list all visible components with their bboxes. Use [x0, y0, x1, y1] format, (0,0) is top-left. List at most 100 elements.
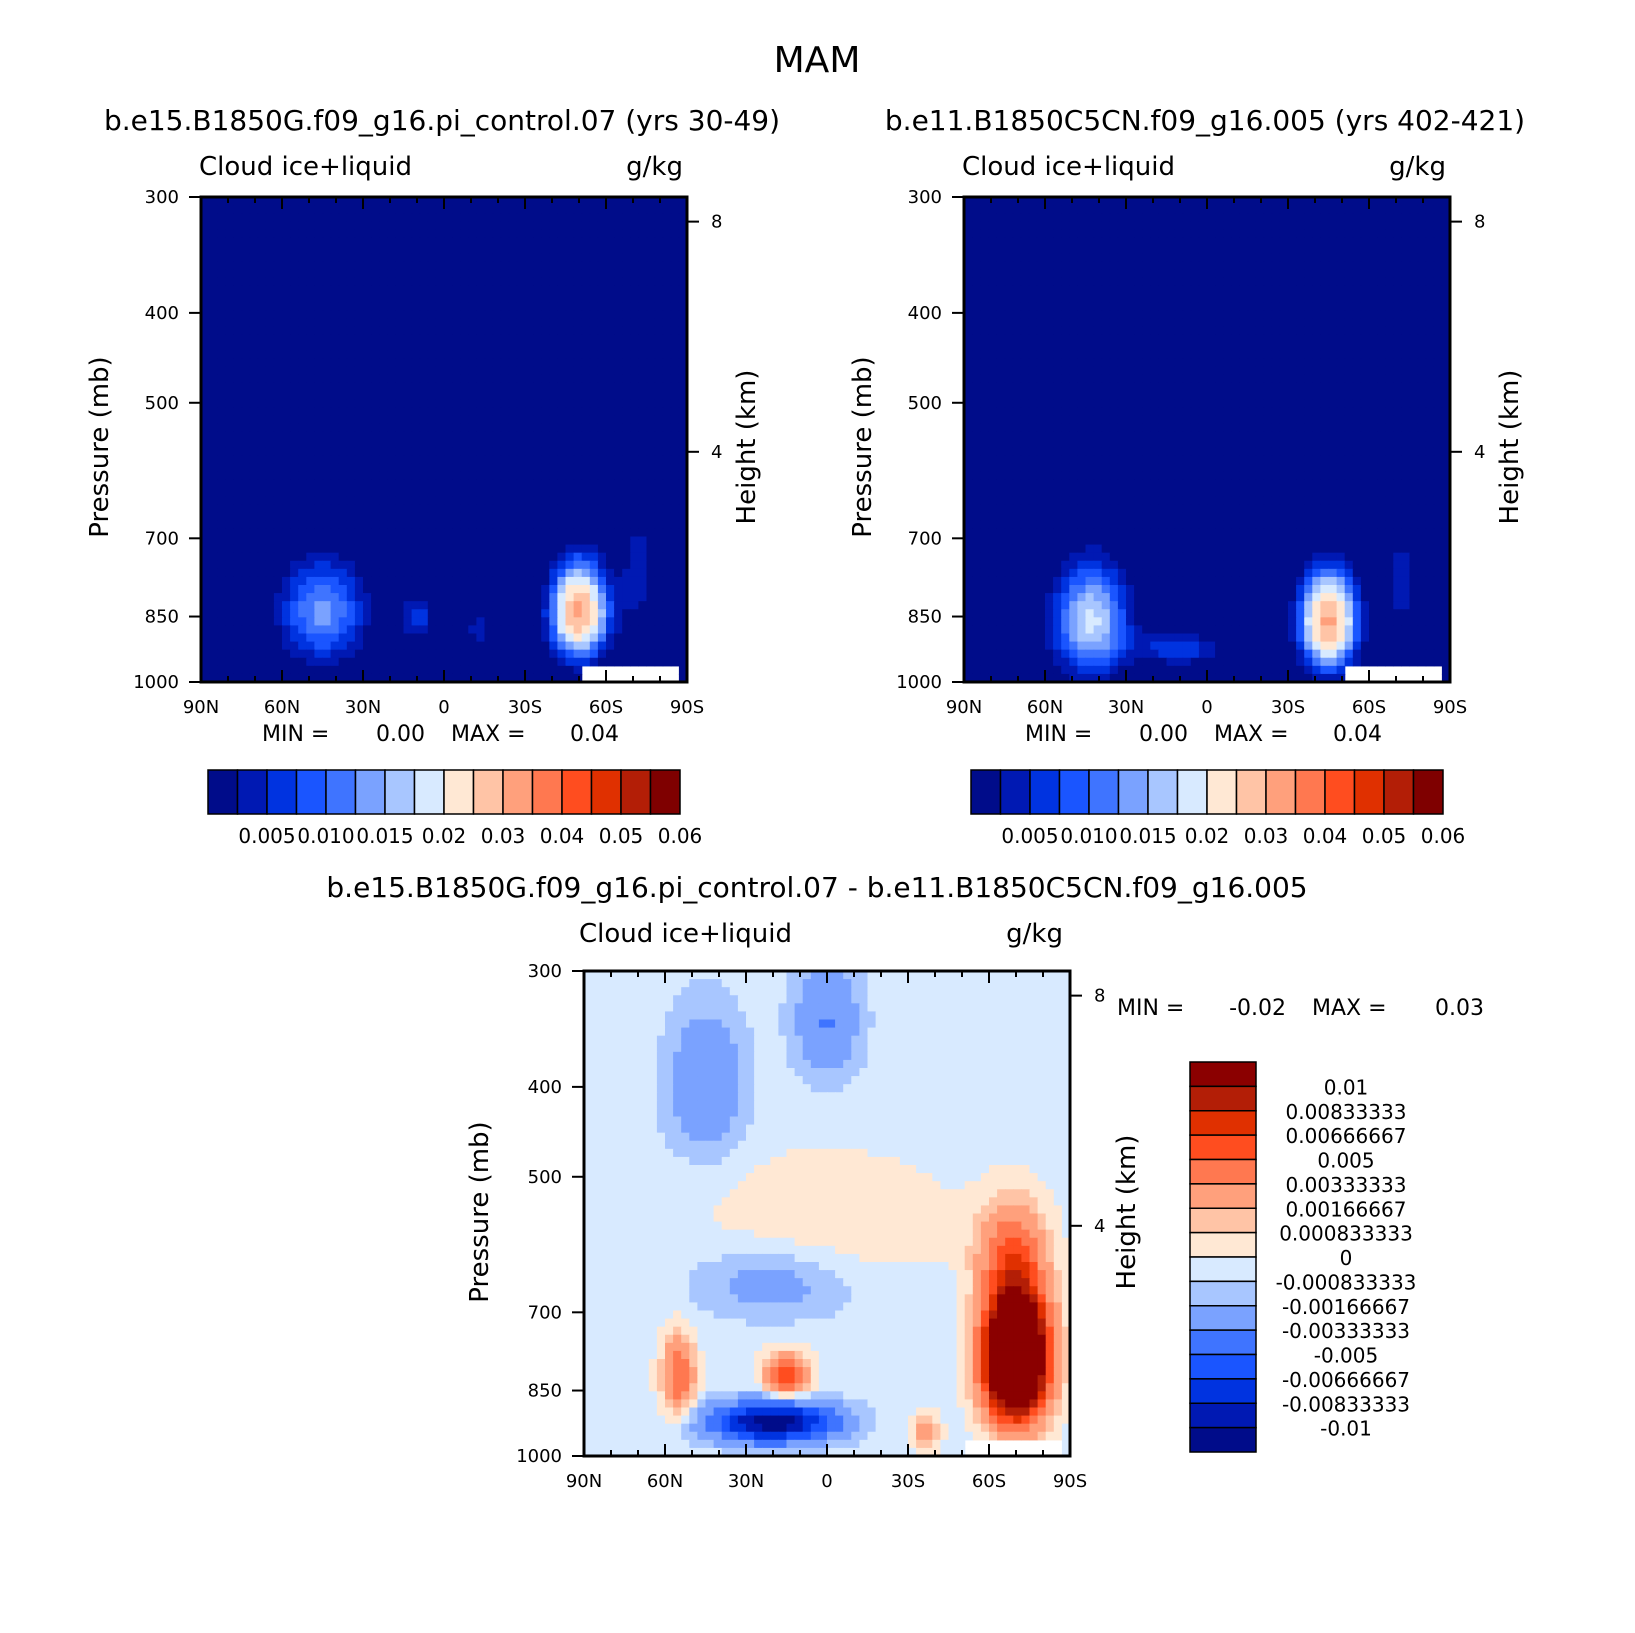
contour-cell: [379, 609, 388, 618]
contour-cell: [233, 463, 243, 473]
contour-cell: [282, 391, 291, 400]
contour-cell: [314, 463, 324, 473]
contour-cell: [233, 585, 243, 594]
contour-cell: [1053, 221, 1062, 230]
contour-cell: [573, 302, 583, 311]
contour-cell: [622, 350, 631, 360]
contour-cell: [201, 350, 210, 360]
contour-cell: [444, 221, 453, 230]
contour-cell: [1417, 302, 1427, 311]
contour-cell: [549, 471, 558, 481]
contour-cell: [290, 237, 299, 247]
contour-cell: [249, 399, 259, 408]
contour-cell: [1077, 366, 1087, 376]
contour-cell: [257, 641, 267, 651]
contour-cell: [314, 471, 324, 481]
contour-cell: [1126, 277, 1135, 287]
contour-cell: [249, 358, 259, 368]
contour-cell: [1393, 205, 1402, 214]
contour-cell: [1239, 269, 1249, 279]
contour-cell: [1255, 221, 1265, 230]
contour-cell: [306, 617, 315, 627]
contour-cell: [379, 496, 388, 505]
contour-cell: [1004, 269, 1014, 279]
contour-cell: [638, 358, 648, 368]
contour-cell: [557, 479, 567, 489]
contour-cell: [411, 334, 421, 344]
contour-cell: [500, 205, 510, 214]
contour-cell: [282, 431, 291, 441]
contour-cell: [988, 253, 997, 263]
contour-cell: [1109, 358, 1119, 368]
contour-cell: [298, 568, 307, 578]
contour-cell: [427, 237, 437, 247]
contour-cell: [622, 310, 631, 319]
contour-cell: [1012, 342, 1022, 352]
contour-cell: [581, 455, 591, 465]
contour-cell: [565, 665, 575, 675]
contour-cell: [1093, 245, 1103, 255]
contour-cell: [257, 237, 267, 247]
contour-cell: [395, 261, 405, 271]
contour-cell: [980, 310, 989, 319]
contour-cell: [306, 496, 315, 505]
contour-cell: [500, 294, 510, 303]
contour-cell: [678, 253, 688, 263]
contour-cell: [427, 415, 437, 424]
contour-cell: [1401, 318, 1411, 327]
contour-cell: [565, 318, 575, 327]
contour-cell: [444, 253, 453, 263]
contour-cell: [1198, 221, 1208, 230]
contour-cell: [241, 358, 251, 368]
contour-cell: [508, 350, 518, 360]
contour-cell: [249, 512, 259, 521]
contour-cell: [541, 197, 550, 206]
contour-cell: [217, 382, 226, 392]
contour-cell: [282, 520, 291, 530]
contour-cell: [257, 504, 267, 513]
contour-cell: [209, 423, 218, 433]
contour-cell: [622, 399, 631, 408]
contour-cell: [322, 382, 332, 392]
contour-cell: [1417, 205, 1427, 214]
contour-cell: [346, 665, 356, 675]
contour-cell: [581, 552, 591, 562]
contour-cell: [484, 504, 494, 513]
contour-cell: [1093, 277, 1103, 287]
contour-cell: [670, 439, 680, 449]
contour-cell: [371, 439, 380, 449]
contour-cell: [670, 447, 680, 457]
contour-cell: [1198, 213, 1208, 222]
contour-cell: [1077, 277, 1087, 287]
contour-cell: [201, 318, 210, 327]
contour-cell: [980, 277, 989, 287]
contour-cell: [419, 528, 429, 538]
contour-cell: [282, 568, 291, 578]
contour-cell: [265, 229, 275, 239]
contour-cell: [1369, 318, 1378, 327]
contour-cell: [435, 366, 445, 376]
contour-cell: [622, 641, 631, 651]
contour-cell: [257, 205, 267, 214]
contour-cell: [533, 415, 542, 424]
contour-cell: [1061, 237, 1070, 247]
contour-cell: [273, 439, 283, 449]
contour-cell: [630, 471, 639, 481]
contour-cell: [306, 423, 315, 433]
contour-cell: [1369, 302, 1378, 311]
contour-cell: [1425, 197, 1435, 206]
contour-cell: [630, 374, 639, 384]
contour-cell: [354, 415, 364, 424]
contour-cell: [201, 431, 210, 441]
contour-cell: [452, 334, 461, 344]
contour-cell: [589, 463, 599, 473]
contour-cell: [452, 423, 461, 433]
contour-cell: [533, 269, 542, 279]
contour-cell: [630, 415, 639, 424]
contour-cell: [225, 318, 234, 327]
contour-cell: [1142, 277, 1151, 287]
contour-cell: [411, 536, 421, 546]
contour-cell: [427, 318, 437, 327]
contour-cell: [516, 488, 526, 497]
contour-cell: [273, 536, 283, 546]
